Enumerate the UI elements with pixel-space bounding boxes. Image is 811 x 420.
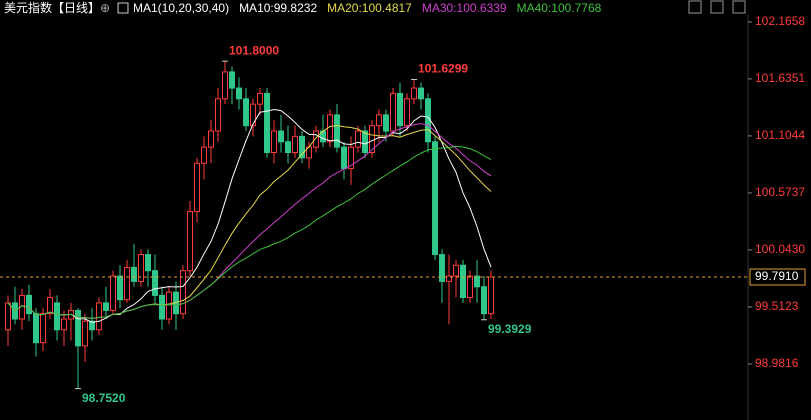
candle-body [54, 302, 60, 331]
candle-body [47, 297, 53, 315]
candle-body [26, 294, 32, 315]
candle-body [229, 71, 235, 89]
ma-icon[interactable] [117, 2, 129, 14]
candle-body [138, 254, 144, 282]
candle-body [376, 114, 382, 127]
candle-body [341, 146, 347, 170]
candle-body [131, 266, 137, 282]
annotation: 98.7520 [82, 391, 126, 405]
candle-body [145, 254, 151, 272]
candle-body [215, 98, 221, 132]
candle-body [103, 302, 109, 311]
candle-body [40, 313, 46, 344]
candle-body [474, 275, 480, 288]
candle-body [488, 276, 494, 315]
candle-body [194, 162, 200, 213]
candle-body [243, 98, 249, 127]
candle-body [187, 211, 193, 272]
candle-body [236, 87, 242, 100]
candle-body [383, 114, 389, 132]
annotation: 101.6299 [418, 62, 468, 76]
candle-body [327, 114, 333, 143]
legend-entry: MA40:100.7768 [517, 1, 602, 15]
price-box [749, 268, 806, 286]
candle-body [264, 92, 270, 154]
candle-body [180, 270, 186, 315]
y-tick-label: 102.1658 [755, 14, 805, 28]
candle-body [439, 254, 445, 282]
annotation: 99.3929 [488, 322, 532, 336]
candle-body [222, 71, 228, 100]
candle-body [411, 87, 417, 100]
candle-body [75, 309, 81, 347]
candle-body [257, 92, 263, 105]
candle-body [201, 146, 207, 164]
candle-body [271, 130, 277, 154]
window-button[interactable] [710, 0, 724, 14]
candle-body [208, 130, 214, 148]
candle-body [348, 146, 354, 170]
candle-body [124, 266, 130, 301]
candle-body [110, 275, 116, 311]
candle-body [313, 130, 319, 148]
y-tick-label: 100.0430 [755, 242, 805, 256]
candle-body [481, 286, 487, 315]
candle-body [5, 302, 11, 331]
chart-title: 美元指数【日线】 [4, 0, 100, 15]
candle-body [418, 87, 424, 100]
settings-icon[interactable]: ⊕ [100, 1, 110, 15]
candle-body [159, 294, 165, 320]
candle-body [33, 313, 39, 344]
candle-body [460, 264, 466, 299]
legend-entry: MA10:99.8232 [239, 1, 317, 15]
candle-body [446, 275, 452, 282]
candle-body [397, 92, 403, 127]
y-tick-label: 101.6351 [755, 71, 805, 85]
ma-line [7, 109, 492, 323]
window-button[interactable] [732, 0, 746, 14]
legend-entry: MA30:100.6339 [422, 1, 507, 15]
legend-entry: MA1(10,20,30,40) [133, 1, 229, 15]
y-tick-label: 99.5123 [755, 299, 799, 313]
candle-body [166, 291, 172, 320]
legend-entry: MA20:100.4817 [327, 1, 412, 15]
y-tick-label: 98.9816 [755, 356, 799, 370]
candle-body [96, 302, 102, 331]
candle-body [453, 264, 459, 277]
window-button[interactable] [688, 0, 702, 14]
candle-body [285, 141, 291, 154]
candle-body [432, 141, 438, 256]
annotation: 101.8000 [229, 43, 279, 57]
candle-body [390, 92, 396, 132]
candle-body [404, 98, 410, 127]
candle-body [362, 130, 368, 154]
candle-body [82, 320, 88, 347]
candle-body [117, 275, 123, 301]
y-tick-label: 101.1044 [755, 128, 805, 142]
candle-body [355, 130, 361, 148]
candle-body [250, 103, 256, 127]
candle-body [467, 275, 473, 299]
candle-body [299, 135, 305, 159]
candle-body [292, 135, 298, 154]
candle-body [278, 130, 284, 143]
candle-body [61, 318, 67, 331]
candle-body [89, 320, 95, 331]
current-price-label: 99.7910 [755, 269, 799, 283]
y-tick-label: 100.5737 [755, 185, 805, 199]
candle-body [334, 114, 340, 148]
ma-line [7, 145, 492, 320]
candle-body [152, 270, 158, 296]
